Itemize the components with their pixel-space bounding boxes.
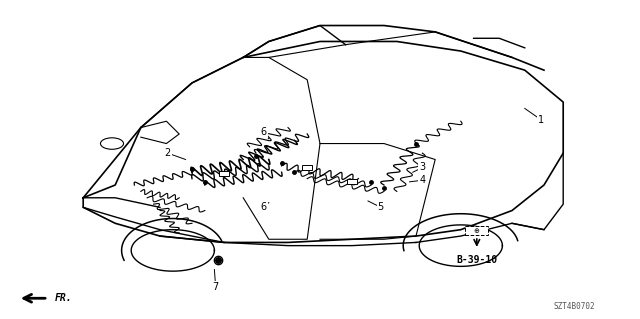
Text: B-39-10: B-39-10 [456, 255, 497, 265]
Text: 5: 5 [378, 202, 384, 212]
Text: 1: 1 [538, 115, 544, 125]
Text: 2: 2 [164, 148, 171, 158]
FancyBboxPatch shape [347, 179, 357, 184]
Text: FR.: FR. [54, 293, 72, 303]
Text: 6: 6 [260, 127, 267, 137]
FancyBboxPatch shape [302, 165, 312, 170]
Text: 7: 7 [212, 282, 219, 292]
FancyBboxPatch shape [465, 226, 488, 235]
FancyBboxPatch shape [219, 171, 229, 176]
Text: 6: 6 [260, 202, 267, 212]
Text: SZT4B0702: SZT4B0702 [554, 302, 595, 311]
Text: 3: 3 [419, 162, 426, 173]
Text: 4: 4 [419, 175, 426, 185]
Text: ⊕: ⊕ [474, 228, 480, 234]
